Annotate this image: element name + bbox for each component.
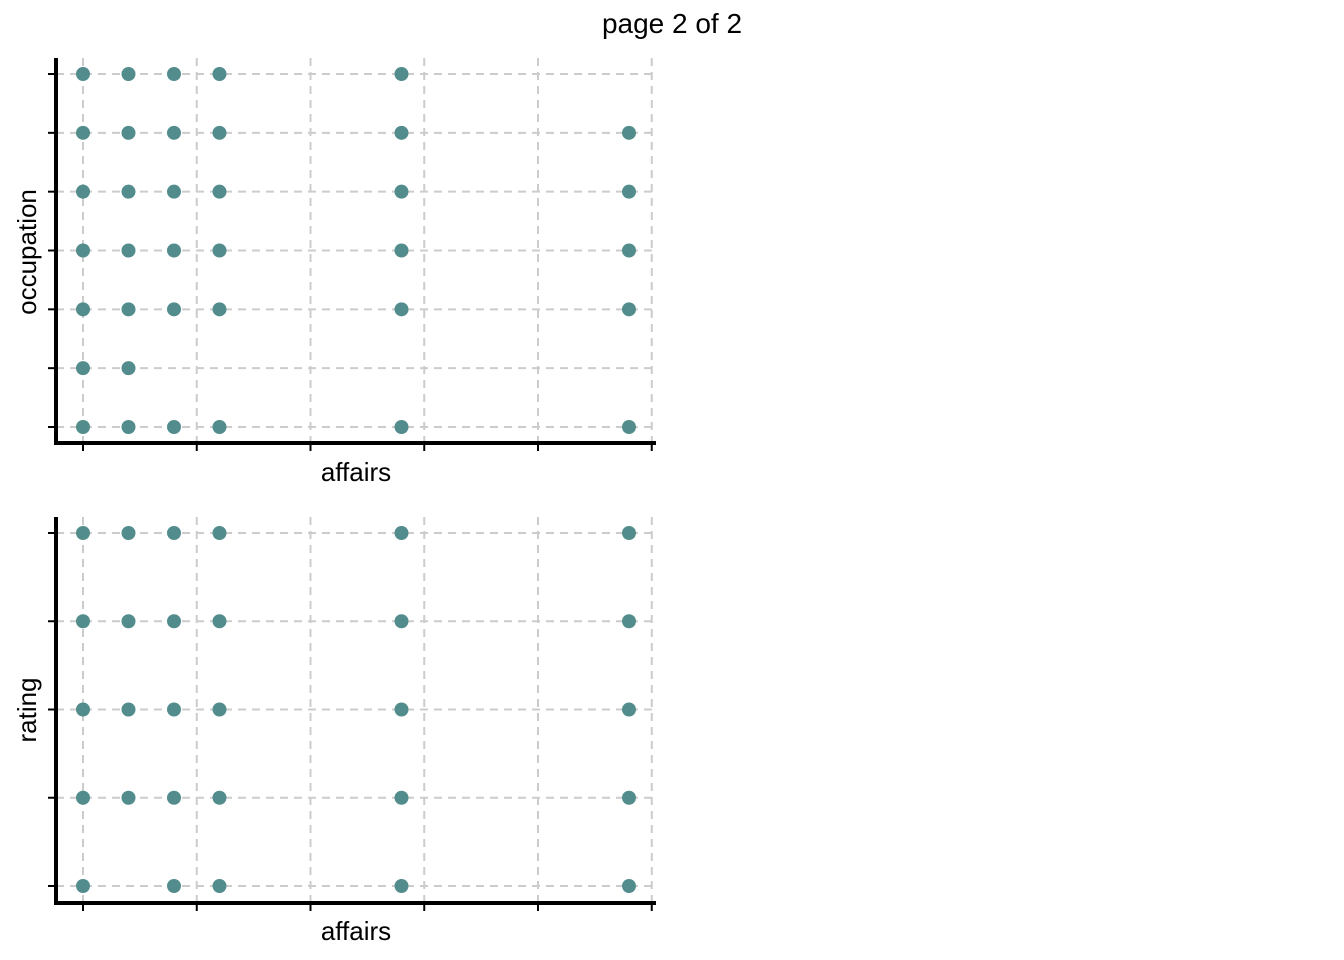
occupation-data-point xyxy=(167,302,181,317)
rating-data-point xyxy=(212,879,227,893)
occupation-x-axis-title: affairs xyxy=(321,457,391,487)
occupation-data-point xyxy=(394,420,409,434)
rating-data-point xyxy=(76,702,90,717)
occupation-data-point xyxy=(167,420,181,434)
rating-data-point xyxy=(394,790,409,805)
occupation-data-point xyxy=(121,184,136,199)
occupation-data-point xyxy=(394,243,409,258)
rating-data-point xyxy=(394,879,409,893)
occupation-data-point xyxy=(167,67,181,81)
occupation-data-point xyxy=(212,184,227,199)
occupation-data-point xyxy=(76,420,90,434)
rating-data-point xyxy=(121,702,136,717)
rating-data-point xyxy=(76,614,90,629)
occupation-data-point xyxy=(76,184,90,199)
occupation-data-point xyxy=(212,302,227,317)
rating-data-point xyxy=(622,790,636,805)
rating-gridlines xyxy=(56,517,656,903)
rating-data-point xyxy=(394,614,409,629)
occupation-data-point xyxy=(394,125,409,140)
rating-data-point xyxy=(167,614,181,629)
rating-data-point xyxy=(394,526,409,540)
occupation-data-point xyxy=(212,67,227,81)
rating-data-point xyxy=(76,879,90,893)
occupation-points xyxy=(76,67,636,434)
occupation-data-point xyxy=(121,67,136,81)
rating-scatter-panel: affairs rating xyxy=(12,517,656,946)
occupation-data-point xyxy=(622,243,636,258)
rating-data-point xyxy=(121,526,136,540)
rating-y-axis-title: rating xyxy=(12,677,42,742)
rating-data-point xyxy=(212,526,227,540)
occupation-data-point xyxy=(121,125,136,140)
occupation-data-point xyxy=(622,184,636,199)
occupation-data-point xyxy=(167,184,181,199)
rating-data-point xyxy=(121,614,136,629)
rating-data-point xyxy=(121,790,136,805)
occupation-scatter-panel: affairs occupation xyxy=(12,58,656,487)
rating-data-point xyxy=(622,526,636,540)
rating-data-point xyxy=(212,614,227,629)
occupation-data-point xyxy=(167,243,181,258)
rating-data-point xyxy=(394,702,409,717)
occupation-data-point xyxy=(76,125,90,140)
occupation-gridlines xyxy=(56,58,656,443)
occupation-data-point xyxy=(76,243,90,258)
page-title: page 2 of 2 xyxy=(602,8,742,39)
occupation-data-point xyxy=(212,243,227,258)
occupation-data-point xyxy=(622,125,636,140)
rating-x-axis-title: affairs xyxy=(321,916,391,946)
rating-data-point xyxy=(76,526,90,540)
rating-data-point xyxy=(167,879,181,893)
occupation-data-point xyxy=(622,302,636,317)
rating-data-point xyxy=(212,790,227,805)
rating-data-point xyxy=(76,790,90,805)
rating-data-point xyxy=(167,790,181,805)
occupation-data-point xyxy=(394,184,409,199)
occupation-data-point xyxy=(76,302,90,317)
rating-data-point xyxy=(167,702,181,717)
occupation-data-point xyxy=(394,302,409,317)
rating-data-point xyxy=(622,879,636,893)
occupation-data-point xyxy=(394,67,409,81)
rating-axes xyxy=(48,517,656,911)
rating-points xyxy=(76,526,636,893)
occupation-axes xyxy=(48,58,656,451)
occupation-data-point xyxy=(121,361,136,376)
occupation-data-point xyxy=(212,125,227,140)
occupation-data-point xyxy=(121,420,136,434)
rating-data-point xyxy=(167,526,181,540)
rating-data-point xyxy=(622,702,636,717)
occupation-data-point xyxy=(167,125,181,140)
occupation-data-point xyxy=(76,67,90,81)
occupation-data-point xyxy=(212,420,227,434)
occupation-y-axis-title: occupation xyxy=(12,189,42,315)
occupation-data-point xyxy=(121,243,136,258)
rating-data-point xyxy=(212,702,227,717)
occupation-data-point xyxy=(121,302,136,317)
occupation-data-point xyxy=(76,361,90,376)
occupation-data-point xyxy=(622,420,636,434)
rating-data-point xyxy=(622,614,636,629)
